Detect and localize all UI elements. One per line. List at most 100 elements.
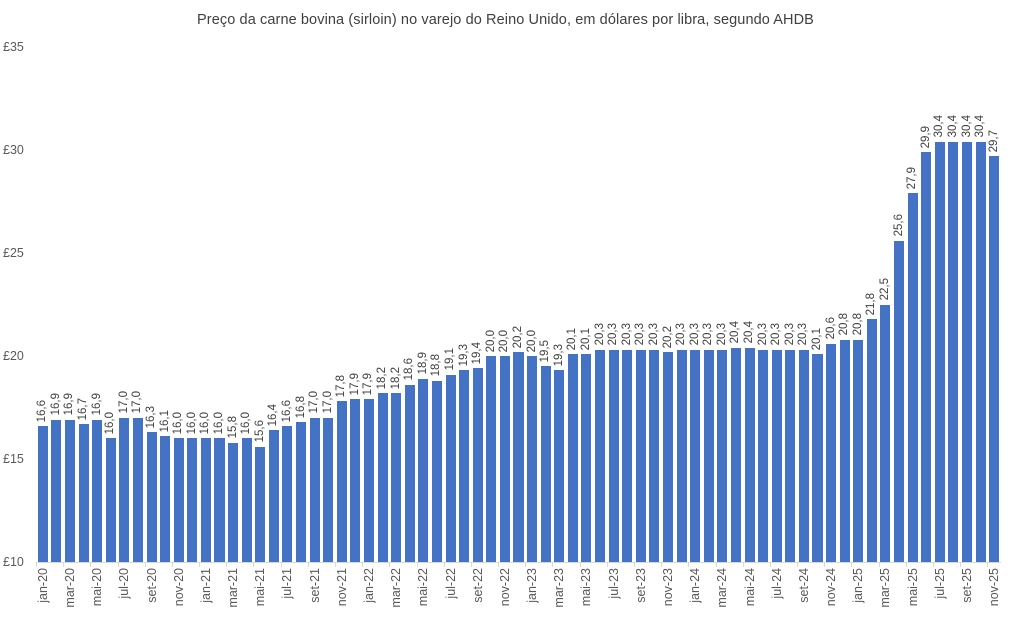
bar-value-label: 22,5	[878, 278, 891, 301]
bar-value-label: 27,9	[906, 166, 919, 190]
x-axis-tick	[280, 562, 282, 567]
bar-value-label: 20,1	[566, 327, 579, 350]
bar-value-label: 21,8	[865, 292, 878, 315]
x-axis-tick	[90, 562, 92, 567]
bar	[567, 353, 578, 562]
bar-value-label: 17,8	[335, 374, 348, 398]
bar-value-label: 17,0	[117, 391, 130, 414]
bar-value-label: 20,3	[797, 323, 810, 346]
x-axis-label: mar-25	[878, 568, 893, 608]
x-axis-label: mar-20	[62, 568, 77, 608]
x-axis-tick	[307, 562, 309, 567]
bar-value-label: 16,9	[90, 393, 103, 416]
x-axis-label: mai-21	[253, 568, 268, 607]
bar	[459, 370, 470, 562]
x-axis-tick	[498, 562, 500, 567]
x-axis-tick	[742, 562, 744, 567]
bar	[676, 349, 687, 562]
bar	[622, 349, 633, 562]
bar-value-label: 20,6	[824, 317, 837, 340]
bar	[527, 356, 538, 562]
bar-value-label: 16,0	[104, 412, 117, 435]
bar-value-label: 20,3	[702, 323, 715, 346]
bar	[649, 349, 660, 562]
bar-value-label: 16,3	[145, 405, 158, 429]
bar	[431, 380, 442, 562]
bar-value-label: 20,2	[661, 325, 674, 348]
bar	[717, 349, 728, 562]
x-axis-label: jul-23	[606, 568, 621, 599]
x-axis-tick	[335, 562, 336, 567]
x-axis-tick	[960, 562, 962, 567]
x-axis-label: mai-23	[579, 568, 594, 607]
bar-value-label: 20,2	[512, 325, 524, 348]
bar-value-label: 19,3	[457, 344, 470, 367]
bar	[255, 446, 266, 562]
bar-value-label: 20,0	[498, 329, 511, 352]
x-axis-tick	[144, 562, 146, 567]
bar-value-label: 17,9	[362, 372, 375, 396]
bar-value-label: 19,5	[539, 339, 552, 363]
bar-value-label: 17,0	[308, 391, 321, 414]
bar-value-label: 20,3	[675, 323, 688, 346]
bar	[758, 349, 769, 562]
bar	[499, 356, 510, 562]
x-axis-label: mar-21	[226, 568, 241, 608]
bar-value-label: 30,4	[946, 115, 959, 138]
bar	[336, 401, 347, 562]
bar-value-label: 16,6	[280, 399, 293, 423]
bar	[798, 349, 809, 562]
bar	[187, 438, 198, 562]
bar	[608, 349, 619, 562]
x-axis-label: mar-22	[389, 568, 404, 608]
x-axis-tick	[769, 562, 771, 567]
x-axis-tick	[715, 562, 717, 567]
x-axis-tick	[824, 562, 826, 567]
x-axis-label: nov-23	[661, 568, 675, 607]
x-axis-label: jan-20	[35, 568, 50, 603]
bar	[105, 438, 116, 562]
bar	[296, 421, 307, 562]
x-axis-tick	[579, 562, 581, 567]
bar-value-label: 16,6	[36, 399, 49, 423]
x-axis-label: jan-24	[688, 568, 703, 603]
bar	[948, 141, 959, 562]
bar	[160, 436, 171, 562]
bar-value-label: 19,4	[471, 341, 484, 365]
bar-value-label: 20,3	[593, 323, 606, 346]
x-axis-label: jul-22	[443, 568, 458, 599]
x-axis-label: mai-25	[905, 568, 920, 607]
bar	[323, 417, 334, 562]
x-axis-tick	[63, 562, 65, 567]
bar-value-label: 18,2	[376, 366, 389, 390]
y-axis-label: £20	[3, 349, 24, 363]
bar-value-label: 16,9	[63, 393, 76, 416]
bar-value-label: 20,0	[525, 329, 538, 352]
bar	[200, 438, 211, 562]
bar-value-label: 30,4	[960, 115, 973, 138]
bar-value-label: 20,8	[851, 313, 864, 336]
bar-value-label: 20,3	[770, 323, 783, 346]
bar-value-label: 16,0	[240, 412, 253, 435]
x-axis-label: jan-22	[361, 568, 376, 603]
bar	[894, 240, 905, 562]
x-axis-tick	[199, 562, 201, 567]
bar-value-label: 30,4	[933, 115, 946, 138]
y-axis-label: £15	[3, 452, 24, 466]
bar	[690, 349, 701, 562]
bar	[703, 349, 714, 562]
bar	[173, 438, 184, 562]
bar	[391, 393, 402, 562]
bar-value-label: 20,3	[783, 323, 796, 346]
bar	[662, 351, 674, 562]
bar-value-label: 17,0	[321, 391, 334, 414]
x-axis-label: set-21	[307, 568, 322, 603]
bar-value-label: 20,3	[715, 323, 728, 346]
bar-value-label: 29,7	[987, 129, 1000, 153]
x-axis-label: set-25	[960, 568, 975, 603]
x-axis-label: mar-24	[715, 568, 730, 608]
bar	[282, 426, 293, 562]
bar-value-label: 20,8	[838, 313, 851, 336]
bar	[826, 343, 837, 562]
